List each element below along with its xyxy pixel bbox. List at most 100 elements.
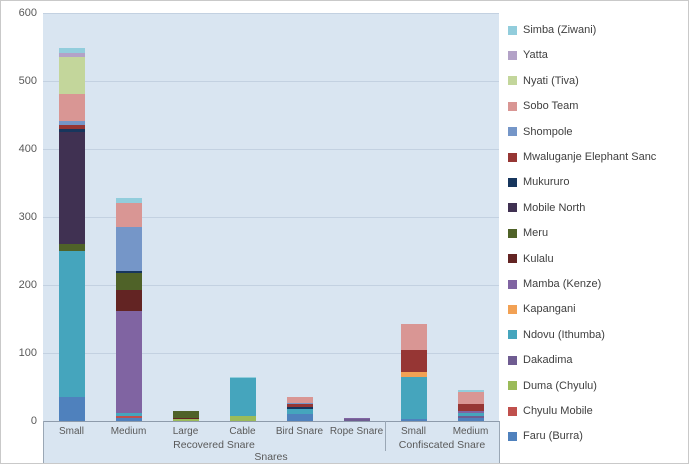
legend-label: Mwaluganje Elephant Sanc bbox=[523, 151, 657, 163]
y-axis-label: 0 bbox=[30, 415, 37, 427]
bar-segment bbox=[58, 93, 85, 122]
bar-segment bbox=[58, 47, 85, 54]
bar-segment bbox=[229, 378, 256, 416]
legend-label: Meru bbox=[523, 227, 549, 240]
bar-segment bbox=[58, 397, 85, 421]
bar-segment bbox=[400, 418, 427, 421]
category-group-label: Recovered Snare bbox=[173, 439, 255, 451]
bar-segment bbox=[400, 323, 427, 350]
bar-segment bbox=[457, 416, 484, 418]
legend-label: Mamba (Kenze) bbox=[523, 278, 602, 290]
legend-swatch bbox=[508, 203, 517, 213]
legend-item: Dakadima bbox=[508, 353, 573, 367]
legend-label: Faru (Burra) bbox=[523, 430, 583, 443]
bar-segment bbox=[457, 391, 484, 404]
category-label: Small bbox=[400, 426, 426, 437]
bar-segment bbox=[172, 418, 199, 421]
gridline bbox=[43, 217, 499, 218]
bar-segment bbox=[115, 203, 142, 228]
gridline bbox=[43, 353, 499, 354]
legend-item: Faru (Burra) bbox=[508, 429, 583, 443]
category-label: Medium bbox=[110, 426, 147, 437]
legend-item: Yatta bbox=[508, 48, 548, 62]
bar-segment bbox=[58, 56, 85, 94]
legend-swatch bbox=[508, 254, 517, 264]
bar-segment bbox=[172, 417, 199, 419]
axis-title-separator bbox=[43, 451, 44, 463]
bar-segment bbox=[457, 412, 484, 417]
legend-label: Mukururo bbox=[523, 176, 570, 189]
bar-segment bbox=[229, 376, 256, 379]
bar-segment bbox=[115, 290, 142, 311]
bar-segment bbox=[286, 397, 313, 403]
bar-segment bbox=[343, 417, 370, 419]
bar-segment bbox=[286, 402, 313, 404]
gridline bbox=[43, 285, 499, 286]
category-separator bbox=[43, 421, 44, 451]
legend-swatch bbox=[508, 50, 517, 60]
legend-item: Mamba (Kenze) bbox=[508, 277, 601, 291]
bar-segment bbox=[343, 418, 370, 421]
bar-segment bbox=[115, 197, 142, 204]
y-axis-label: 200 bbox=[18, 279, 37, 291]
y-axis-label: 300 bbox=[18, 211, 37, 223]
legend-swatch bbox=[508, 381, 517, 391]
legend-label: Nyati (Tiva) bbox=[523, 74, 579, 87]
legend-label: Kulalu bbox=[523, 252, 554, 265]
y-axis-label: 600 bbox=[18, 7, 37, 19]
legend-swatch bbox=[508, 406, 517, 416]
x-axis-title: Snares bbox=[254, 451, 288, 463]
legend-swatch bbox=[508, 304, 517, 314]
axis-title-separator bbox=[499, 451, 500, 463]
legend-swatch bbox=[508, 25, 517, 35]
bar-segment bbox=[400, 372, 427, 377]
legend-item: Chyulu Mobile bbox=[508, 404, 593, 418]
bar-segment bbox=[58, 121, 85, 125]
bar-segment bbox=[115, 271, 142, 274]
legend-label: Shompole bbox=[523, 125, 573, 138]
bar-segment bbox=[115, 417, 142, 421]
legend-item: Shompole bbox=[508, 125, 573, 139]
bar-segment bbox=[58, 132, 85, 245]
bar-segment bbox=[115, 412, 142, 417]
legend-label: Kapangani bbox=[523, 303, 576, 316]
legend-item: Mukururo bbox=[508, 175, 569, 189]
bar-segment bbox=[457, 390, 484, 392]
legend-label: Duma (Chyulu) bbox=[523, 379, 597, 392]
bar-segment bbox=[58, 244, 85, 251]
bar-segment bbox=[457, 404, 484, 411]
bar-segment bbox=[58, 251, 85, 398]
bar-segment bbox=[286, 407, 313, 410]
legend-label: Simba (Ziwani) bbox=[523, 24, 597, 36]
bar-segment bbox=[172, 410, 199, 418]
legend-item: Meru bbox=[508, 226, 548, 240]
gridline bbox=[43, 81, 499, 82]
bar-segment bbox=[457, 417, 484, 421]
legend-swatch bbox=[508, 101, 517, 111]
bar-segment bbox=[229, 415, 256, 421]
legend-swatch bbox=[508, 177, 517, 187]
legend-item: Simba (Ziwani) bbox=[508, 23, 596, 37]
legend-swatch bbox=[508, 228, 517, 238]
legend-swatch bbox=[508, 431, 517, 441]
legend-swatch bbox=[508, 127, 517, 137]
x-axis-line bbox=[43, 421, 499, 422]
gridline bbox=[43, 13, 499, 14]
category-separator bbox=[385, 421, 386, 451]
category-label: Cable bbox=[229, 426, 256, 437]
legend-swatch bbox=[508, 76, 517, 86]
y-axis-label: 400 bbox=[18, 143, 37, 155]
legend-swatch bbox=[508, 279, 517, 289]
bar-segment bbox=[115, 227, 142, 272]
bar-segment bbox=[457, 410, 484, 413]
legend-item: Ndovu (Ithumba) bbox=[508, 328, 605, 342]
bar-segment bbox=[400, 349, 427, 373]
legend-label: Dakadima bbox=[523, 354, 573, 367]
category-label: Small bbox=[58, 426, 84, 437]
bar-segment bbox=[115, 416, 142, 418]
category-label: Bird Snare bbox=[275, 426, 324, 437]
legend-item: Nyati (Tiva) bbox=[508, 74, 579, 88]
bar-segment bbox=[58, 53, 85, 57]
